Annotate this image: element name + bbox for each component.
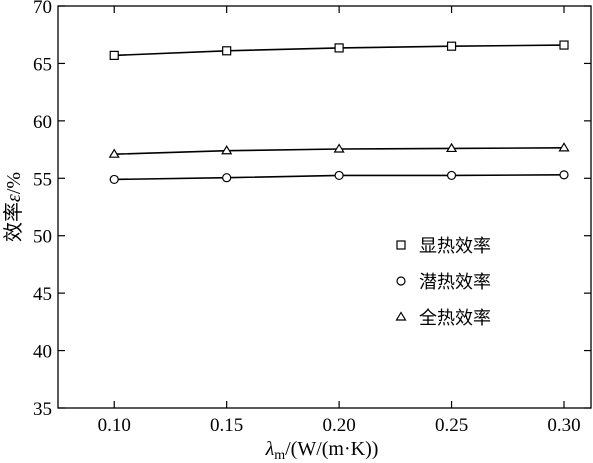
y-axis-title-main: 效率 <box>2 202 25 242</box>
x-axis-title-unit: /(W/(m·K)) <box>285 438 378 460</box>
y-tick-label: 45 <box>33 284 52 305</box>
legend-marker-circle <box>396 276 406 286</box>
plot-area <box>57 5 592 409</box>
y-axis-ticks: 35 40 45 50 55 60 65 70 <box>33 0 591 420</box>
data-point-square <box>222 46 232 56</box>
y-axis-title: 效率ε/% <box>2 172 25 242</box>
x-tick-label: 0.25 <box>435 415 468 436</box>
x-tick-label: 0.10 <box>98 415 131 436</box>
legend-item: 全热效率 <box>395 308 491 329</box>
x-axis-title-subscript: m <box>274 448 285 463</box>
data-point-circle <box>559 170 569 180</box>
legend-label: 显热效率 <box>419 236 491 257</box>
series-triangle <box>108 142 570 158</box>
y-tick-label: 55 <box>33 169 52 190</box>
data-point-triangle <box>333 143 345 153</box>
data-point-circle <box>222 173 232 183</box>
data-point-triangle <box>446 142 458 153</box>
x-axis-title-main: λ <box>265 438 275 460</box>
legend-marker-square <box>396 240 406 250</box>
x-axis-title: λm/(W/(m·K)) <box>265 438 379 463</box>
series-layer <box>108 40 570 185</box>
data-point-circle <box>446 170 457 181</box>
series-circle <box>109 170 569 185</box>
data-point-square <box>109 50 119 60</box>
legend-item: 潜热效率 <box>396 272 491 293</box>
y-tick-label: 40 <box>33 342 52 363</box>
y-axis-title-unit: /% <box>3 172 25 194</box>
y-tick-label: 60 <box>33 112 52 133</box>
data-point-triangle <box>221 145 233 155</box>
x-axis-ticks: 0.10 0.15 0.20 0.25 0.30 <box>98 6 581 436</box>
legend-item: 显热效率 <box>396 236 491 257</box>
data-point-triangle <box>558 142 570 152</box>
data-point-square <box>446 41 457 51</box>
legend-label: 潜热效率 <box>419 272 491 293</box>
y-tick-label: 35 <box>33 399 52 420</box>
data-point-circle <box>109 174 119 185</box>
legend-marker-triangle <box>395 311 407 321</box>
data-point-circle <box>334 170 344 181</box>
data-point-triangle <box>108 148 120 158</box>
y-tick-label: 65 <box>33 54 52 75</box>
series-square <box>109 40 569 60</box>
plot-frame <box>57 5 592 409</box>
x-tick-label: 0.30 <box>547 415 580 436</box>
y-axis-title-variable: ε <box>3 194 25 202</box>
x-tick-label: 0.20 <box>322 415 355 436</box>
data-point-square <box>334 43 344 53</box>
x-tick-label: 0.15 <box>210 415 243 436</box>
data-point-square <box>559 40 569 50</box>
y-tick-label: 70 <box>33 0 52 18</box>
y-tick-label: 50 <box>33 227 52 248</box>
legend-label: 全热效率 <box>419 308 491 329</box>
